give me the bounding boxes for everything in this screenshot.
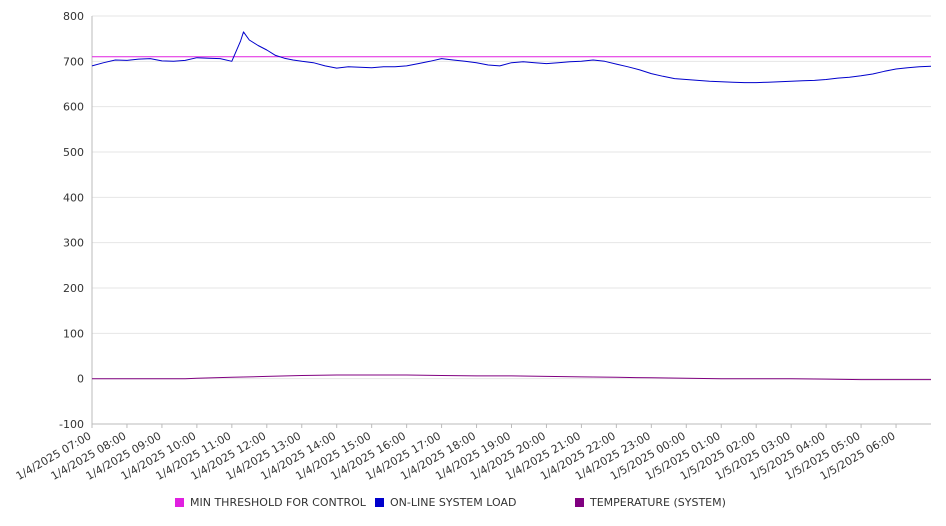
legend-item-temperature: TEMPERATURE (SYSTEM) [575,496,726,509]
y-tick-label: 300 [63,237,84,250]
series-line-system-load [91,31,932,84]
y-tick-label: 700 [63,55,84,68]
y-tick-label: 500 [63,146,84,159]
y-tick-label: 800 [63,10,84,23]
legend: MIN THRESHOLD FOR CONTROL ON-LINE SYSTEM… [0,496,946,516]
y-tick-label: 200 [63,282,84,295]
y-tick-label: -100 [59,418,84,431]
y-tick-label: 400 [63,191,84,204]
y-tick-label: 100 [63,327,84,340]
axes [91,16,931,425]
y-tick-label: 600 [63,101,84,114]
legend-label-system-load: ON-LINE SYSTEM LOAD [390,496,517,509]
y-axis-ticks: 800 700 600 500 400 300 200 100 0 -100 [59,10,84,431]
legend-label-threshold: MIN THRESHOLD FOR CONTROL [190,496,366,509]
legend-swatch-temperature [575,498,584,507]
series-lines [91,31,932,381]
legend-swatch-threshold [175,498,184,507]
grid-lines [92,15,931,425]
legend-swatch-system-load [375,498,384,507]
x-axis-ticks: 1/4/2025 07:001/4/2025 08:001/4/2025 09:… [14,424,898,483]
legend-label-temperature: TEMPERATURE (SYSTEM) [590,496,726,509]
legend-item-system-load: ON-LINE SYSTEM LOAD [375,496,516,509]
y-tick-label: 0 [77,373,84,386]
series-line-temperature [92,374,931,381]
legend-item-threshold: MIN THRESHOLD FOR CONTROL [175,496,366,509]
